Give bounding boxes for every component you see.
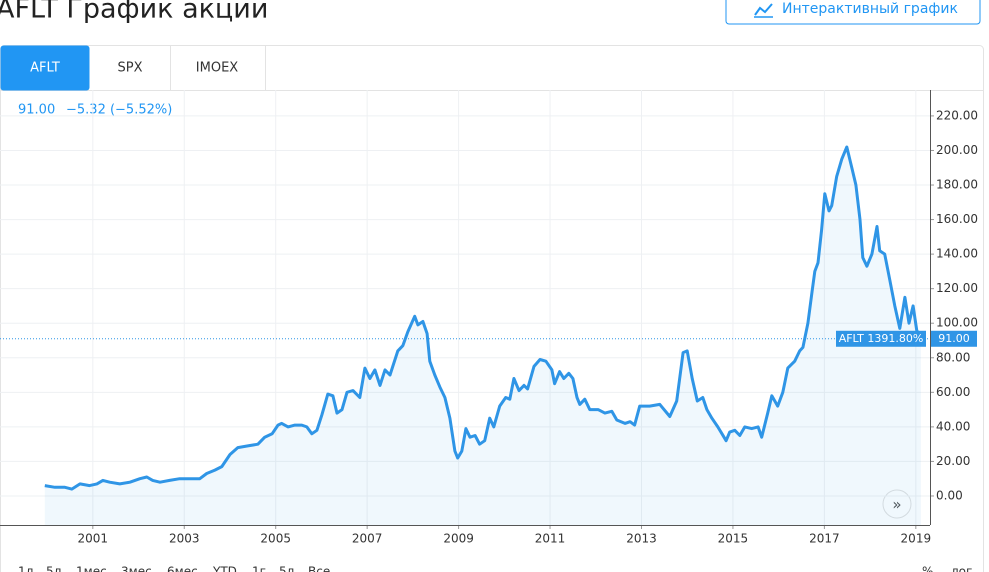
range-button[interactable]: YTD <box>212 565 237 572</box>
x-tick-label: 2007 <box>352 532 383 546</box>
x-tick-label: 2003 <box>169 532 200 546</box>
readout-price: 91.00 <box>18 103 55 118</box>
area <box>44 147 921 525</box>
y-tick-label: 80.00 <box>936 350 970 364</box>
tab-label[interactable]: AFLT <box>30 61 60 76</box>
range-button[interactable]: 1д <box>18 565 34 572</box>
y-tick-label: 220.00 <box>936 108 978 122</box>
range-button[interactable]: 1г <box>252 565 266 572</box>
button-icon <box>754 3 773 16</box>
y-tick-label: 20.00 <box>936 454 970 468</box>
range-button[interactable]: 1мес <box>76 565 107 572</box>
y-tick-label: 60.00 <box>936 385 970 399</box>
x-tick-label: 2005 <box>260 532 291 546</box>
range-button[interactable]: 3мес <box>121 565 152 572</box>
y-tick-label: 140.00 <box>936 247 978 261</box>
scroll-button[interactable] <box>882 489 912 519</box>
percent-toggle[interactable]: % <box>922 565 933 572</box>
price-label: 91.00 <box>938 332 970 345</box>
tab-label[interactable]: SPX <box>118 61 143 76</box>
x-tick-label: 2013 <box>626 532 657 546</box>
scroll-icon: » <box>892 496 901 514</box>
x-tick-label: 2015 <box>718 532 749 546</box>
page-title: AFLT График акции <box>0 0 268 25</box>
button-label: Интерактивный график <box>782 1 958 17</box>
readout-change: −5.32 (−5.52%) <box>66 103 172 118</box>
tab-label[interactable]: IMOEX <box>196 61 238 76</box>
y-tick-label: 160.00 <box>936 212 978 226</box>
y-tick-label: 120.00 <box>936 281 978 295</box>
x-tick-label: 2019 <box>901 532 932 546</box>
series-label: AFLT 1391.80% <box>839 332 924 345</box>
x-tick-label: 2017 <box>809 532 840 546</box>
log-toggle[interactable]: лог <box>951 565 972 572</box>
range-button[interactable]: 5л <box>279 565 294 572</box>
x-tick-label: 2001 <box>78 532 109 546</box>
interactive-button[interactable] <box>725 0 981 25</box>
y-tick-label: 100.00 <box>936 316 978 330</box>
y-tick-label: 40.00 <box>936 419 970 433</box>
y-tick-label: 0.00 <box>936 488 963 502</box>
x-tick-label: 2011 <box>535 532 566 546</box>
range-button[interactable]: 6мес <box>167 565 198 572</box>
range-button[interactable]: 5д <box>46 565 62 572</box>
series-label-box <box>836 330 926 347</box>
panel <box>0 45 984 572</box>
y-tick-label: 200.00 <box>936 143 978 157</box>
active-tab[interactable] <box>0 45 90 91</box>
price-label-box <box>931 330 977 347</box>
x-tick-label: 2009 <box>443 532 474 546</box>
line <box>44 145 923 491</box>
y-tick-label: 180.00 <box>936 178 978 192</box>
range-button[interactable]: Все <box>308 565 330 572</box>
